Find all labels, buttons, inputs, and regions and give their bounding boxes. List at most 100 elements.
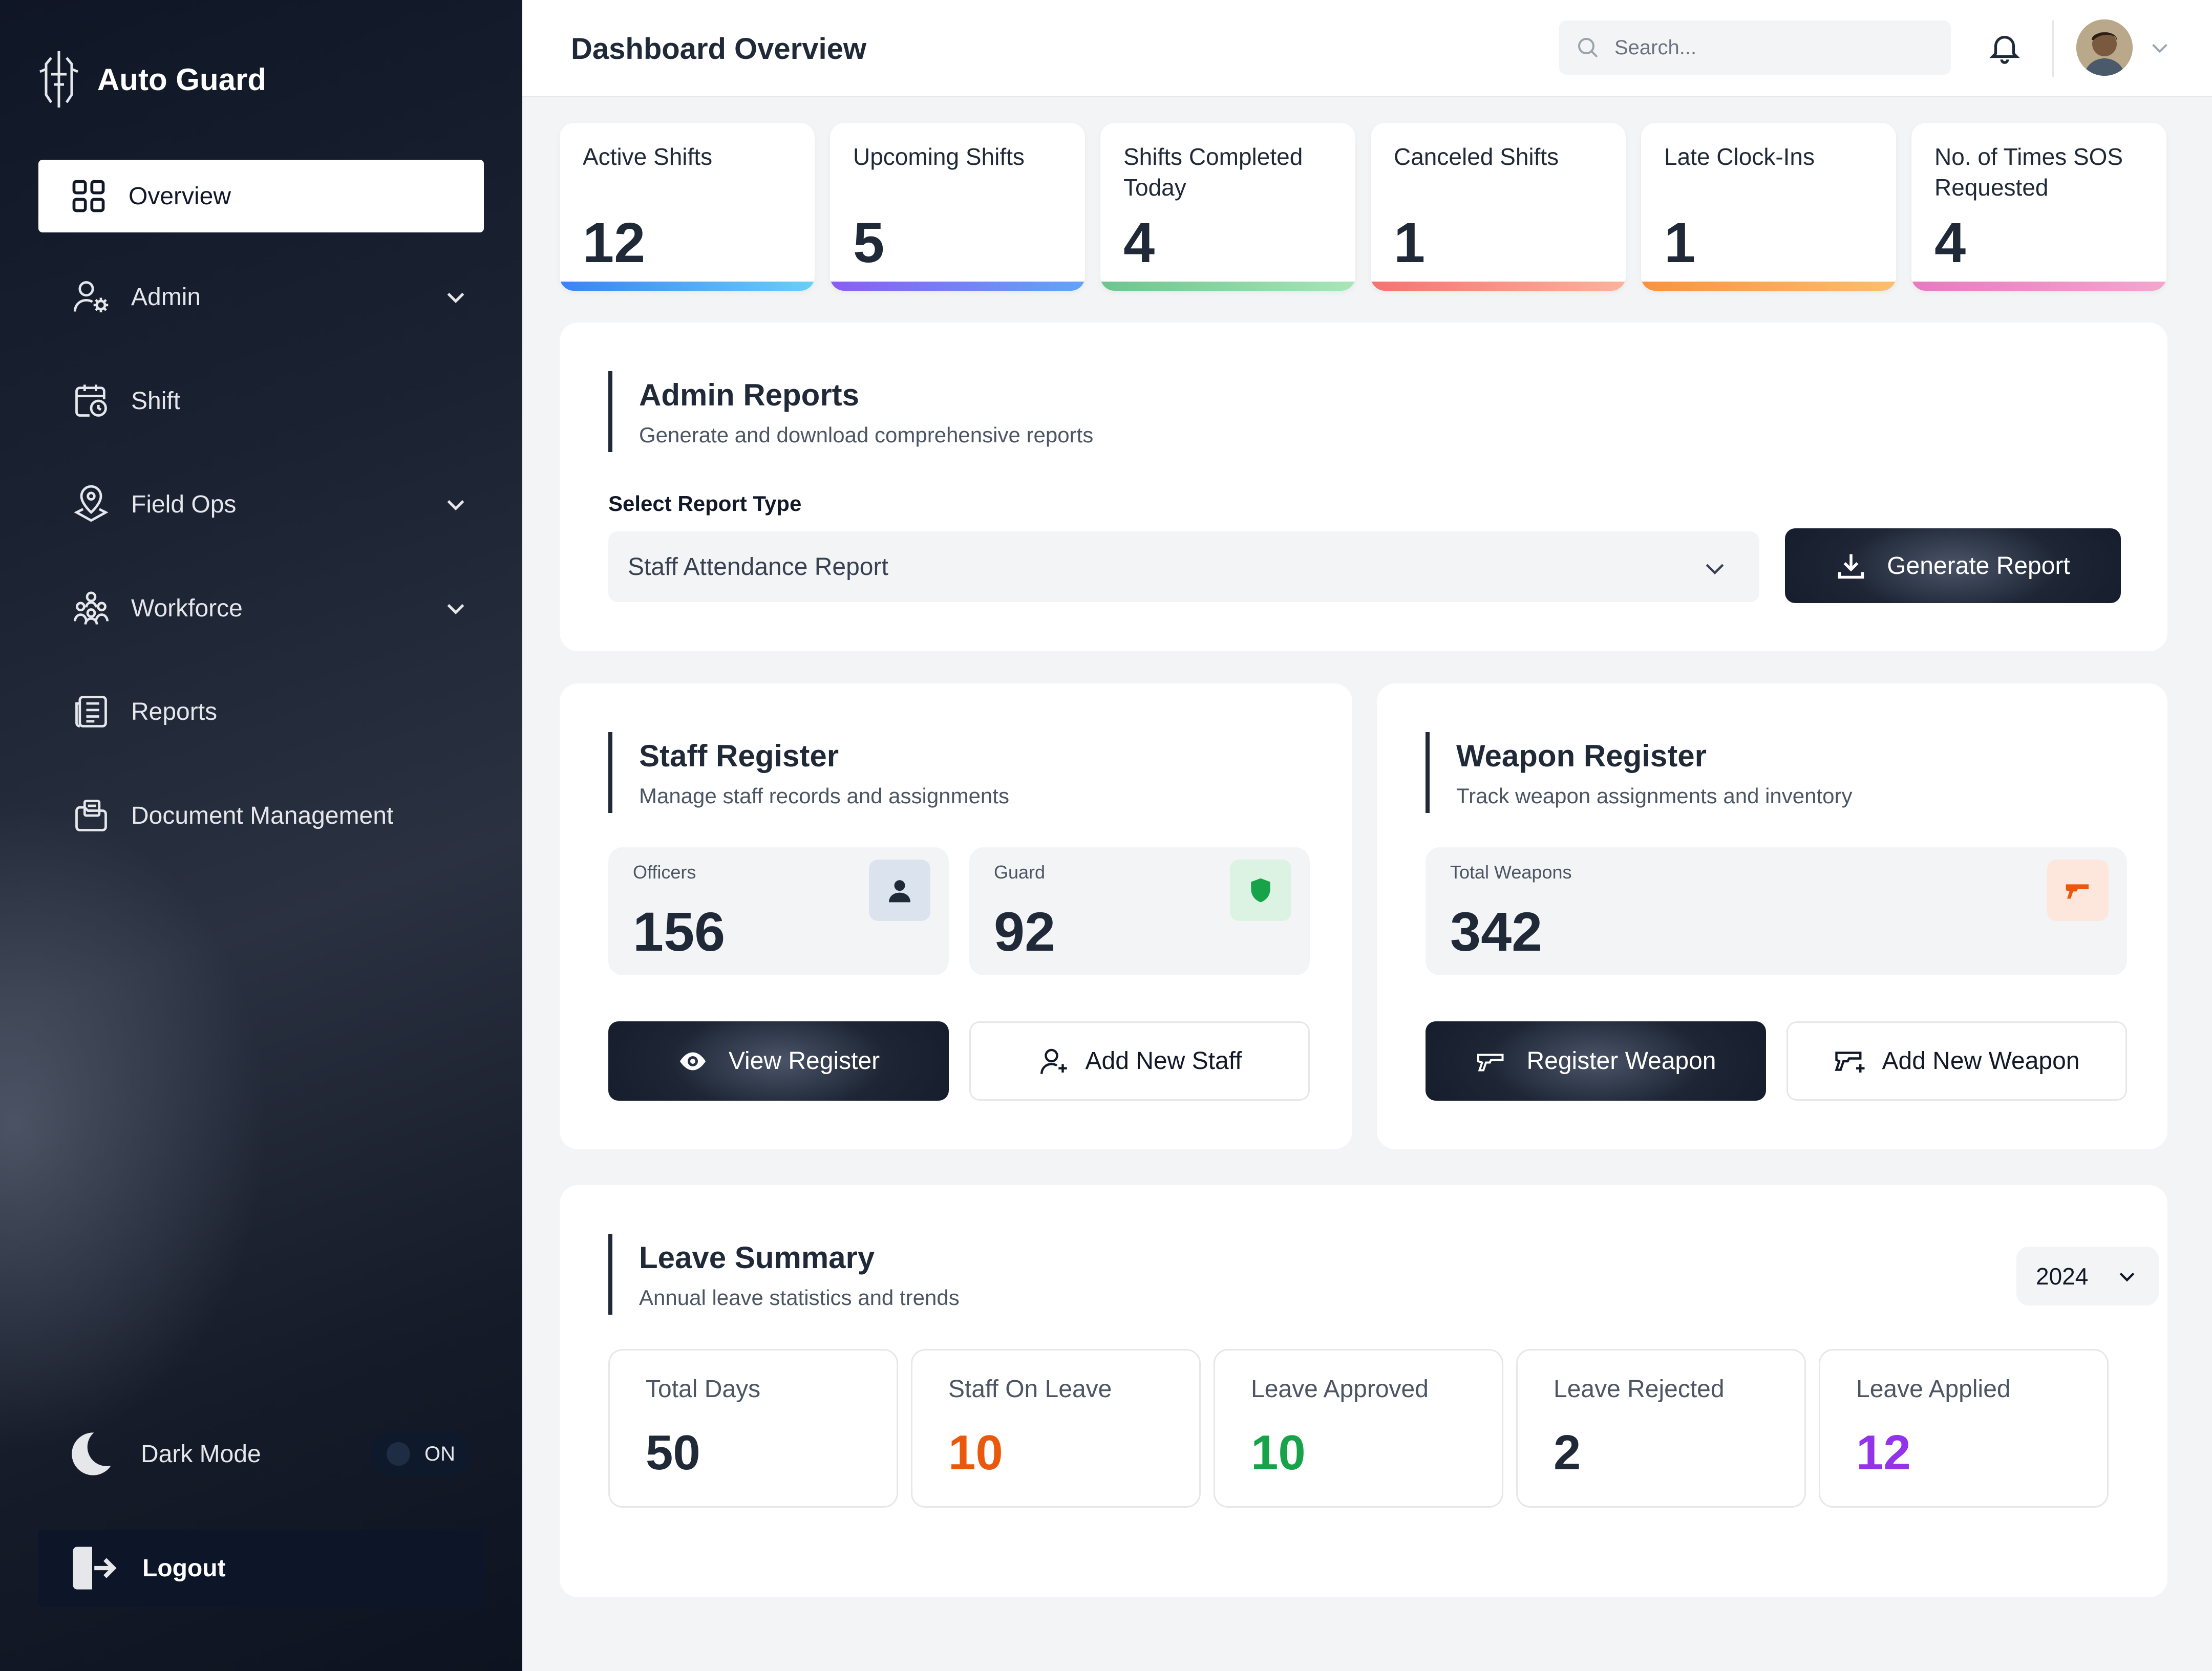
leave-card-leave-approved: Leave Approved 10 (1214, 1349, 1503, 1508)
sidebar-item-document-management[interactable]: Document Management (38, 779, 484, 852)
sidebar-item-label: Reports (131, 698, 218, 725)
app-name: Auto Guard (97, 62, 266, 97)
gun-plus-icon (1835, 1051, 1865, 1073)
sidebar-item-field-ops[interactable]: Field Ops (38, 468, 484, 541)
stat-card-upcoming-shifts[interactable]: Upcoming Shifts 5 (830, 123, 1085, 291)
add-new-weapon-button[interactable]: Add New Weapon (1786, 1021, 2127, 1101)
user-icon (889, 880, 910, 903)
sidebar-item-overview[interactable]: Overview (38, 160, 484, 232)
stat-accent-bar (830, 282, 1085, 291)
stat-value: 1 (1394, 211, 1426, 274)
gun-icon (1477, 1054, 1503, 1071)
section-header: Admin Reports Generate and download comp… (608, 371, 1093, 452)
year-select[interactable]: 2024 (2016, 1247, 2159, 1305)
avatar-image (2076, 19, 2133, 76)
sidebar-item-reports[interactable]: Reports (38, 675, 484, 748)
guard-card: Guard 92 (969, 847, 1310, 975)
section-title: Admin Reports (639, 378, 860, 412)
stat-accent-bar (1641, 282, 1896, 291)
section-subtitle: Annual leave statistics and trends (639, 1286, 960, 1310)
stat-value: 5 (853, 211, 885, 274)
sidebar-item-label: Admin (131, 283, 201, 311)
chevron-down-icon[interactable] (443, 595, 469, 621)
sidebar-item-label: Overview (129, 182, 231, 210)
toggle-state: ON (424, 1442, 455, 1465)
eye-icon (679, 1052, 706, 1070)
search-input[interactable] (1614, 36, 1922, 59)
moon-icon (72, 1432, 111, 1475)
stat-label: Shifts Completed Today (1123, 143, 1303, 201)
leave-card-leave-applied: Leave Applied 12 (1819, 1349, 2109, 1508)
gun-icon (2066, 884, 2089, 899)
chevron-down-icon[interactable] (443, 284, 469, 310)
view-register-button[interactable]: View Register (608, 1021, 949, 1101)
leave-label: Leave Applied (1856, 1376, 2011, 1403)
sidebar-item-admin[interactable]: Admin (38, 261, 484, 333)
stat-label: Active Shifts (583, 143, 713, 170)
section-title: Leave Summary (639, 1240, 875, 1275)
stat-card-canceled-shifts[interactable]: Canceled Shifts 1 (1371, 123, 1626, 291)
stat-value: 12 (583, 211, 646, 274)
auto-guard-logo-icon (39, 51, 78, 108)
dark-mode-toggle[interactable]: ON (371, 1431, 471, 1476)
shield-icon (1251, 878, 1270, 903)
section-subtitle: Manage staff records and assignments (639, 784, 1009, 808)
stat-card-sos-requested[interactable]: No. of Times SOS Requested 4 (1911, 123, 2166, 291)
button-label: Add New Staff (1085, 1047, 1242, 1075)
stat-value: 1 (1664, 211, 1696, 274)
button-label: View Register (728, 1047, 880, 1075)
brand[interactable]: Auto Guard (36, 49, 266, 110)
stat-card-shifts-completed[interactable]: Shifts Completed Today 4 (1100, 123, 1355, 291)
section-header: Staff Register Manage staff records and … (608, 732, 1009, 813)
section-title: Weapon Register (1456, 739, 1707, 773)
leave-card-total-days: Total Days 50 (608, 1349, 898, 1508)
dark-mode-row: Dark Mode ON (64, 1423, 474, 1485)
logout-button[interactable]: Logout (38, 1530, 484, 1606)
sidebar-item-label: Document Management (131, 802, 394, 829)
section-subtitle: Generate and download comprehensive repo… (639, 423, 1094, 447)
bell-icon[interactable] (1987, 28, 2023, 67)
chevron-down-icon[interactable] (443, 491, 469, 517)
leave-value: 10 (1251, 1425, 1306, 1480)
stat-accent-bar (1911, 282, 2166, 291)
add-user-icon (1040, 1048, 1067, 1074)
sidebar-item-label: Field Ops (131, 490, 237, 518)
calendar-clock-icon (75, 384, 107, 417)
report-type-select[interactable]: Staff Attendance Report (608, 531, 1759, 602)
sidebar-item-label: Workforce (131, 594, 243, 622)
guard-icon-badge (1230, 860, 1291, 921)
guard-value: 92 (994, 901, 1056, 962)
add-new-staff-button[interactable]: Add New Staff (969, 1021, 1310, 1101)
report-type-label: Select Report Type (608, 491, 802, 516)
sidebar-item-label: Shift (131, 387, 181, 415)
sidebar-item-shift[interactable]: Shift (38, 365, 484, 437)
officers-card: Officers 156 (608, 847, 949, 975)
button-label: Register Weapon (1526, 1047, 1716, 1075)
leave-value: 12 (1856, 1425, 1911, 1480)
stat-label: Canceled Shifts (1394, 143, 1559, 170)
top-header: Dashboard Overview (522, 0, 2212, 97)
stat-card-active-shifts[interactable]: Active Shifts 12 (560, 123, 815, 291)
officers-label: Officers (633, 862, 696, 883)
team-icon (73, 591, 109, 625)
total-weapons-label: Total Weapons (1450, 862, 1572, 883)
generate-report-button[interactable]: Generate Report (1785, 528, 2121, 603)
logout-label: Logout (142, 1554, 226, 1582)
toggle-knob (387, 1442, 410, 1466)
leave-label: Staff On Leave (948, 1376, 1112, 1403)
search-box[interactable] (1559, 20, 1951, 75)
register-weapon-button[interactable]: Register Weapon (1426, 1021, 1766, 1101)
leave-card-leave-rejected: Leave Rejected 2 (1516, 1349, 1806, 1508)
section-header: Leave Summary Annual leave statistics an… (608, 1234, 960, 1315)
chevron-down-icon[interactable] (2148, 36, 2172, 59)
dark-mode-label: Dark Mode (141, 1440, 261, 1468)
leave-card-staff-on-leave: Staff On Leave 10 (911, 1349, 1201, 1508)
leave-label: Total Days (646, 1376, 761, 1403)
header-divider (2052, 20, 2054, 77)
stat-card-late-clock-ins[interactable]: Late Clock-Ins 1 (1641, 123, 1896, 291)
logout-icon (73, 1547, 117, 1590)
stat-accent-bar (1371, 282, 1626, 291)
sidebar-item-workforce[interactable]: Workforce (38, 572, 484, 645)
stat-label: No. of Times SOS Requested (1934, 143, 2123, 201)
avatar[interactable] (2076, 19, 2133, 76)
